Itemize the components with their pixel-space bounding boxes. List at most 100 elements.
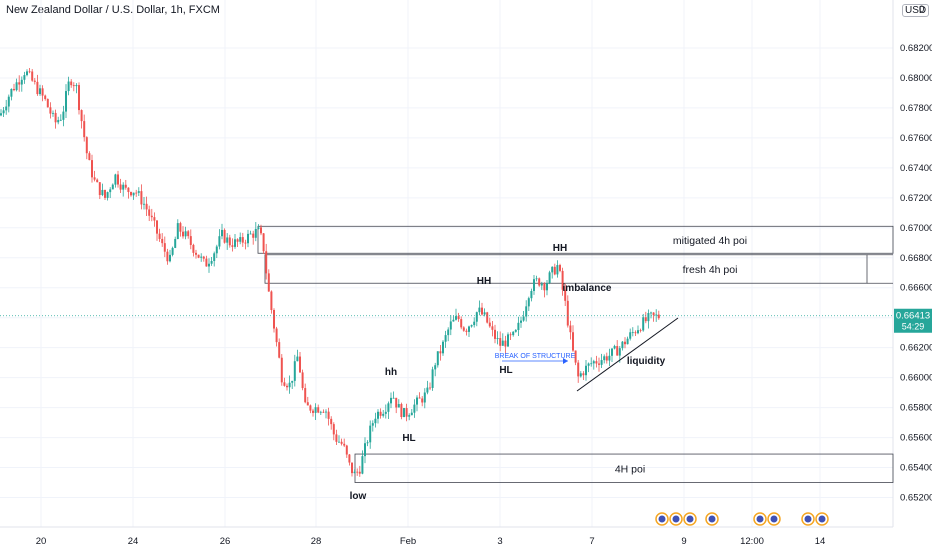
candle-body <box>169 254 171 262</box>
y-tick-label: 0.67000 <box>900 223 932 234</box>
y-tick-label: 0.67800 <box>900 103 932 114</box>
candle-body <box>556 265 559 275</box>
candle-body <box>455 316 457 320</box>
candle-body <box>262 233 265 252</box>
candle-body <box>382 413 385 416</box>
candle-body <box>200 256 203 258</box>
candle-body <box>114 174 117 185</box>
candle-body <box>184 231 187 237</box>
y-tick-label: 0.66800 <box>900 253 932 264</box>
candle-body <box>67 81 70 92</box>
y-tick-label: 0.66600 <box>900 283 932 294</box>
candle-body <box>223 229 226 243</box>
candle-body <box>101 189 104 196</box>
annotation-hh: HH <box>477 276 491 287</box>
candle-body <box>358 471 361 474</box>
candle-body <box>504 340 507 347</box>
candle-body <box>509 334 512 336</box>
x-tick-label: 24 <box>128 536 139 547</box>
candle-body <box>117 174 119 185</box>
candle-body <box>371 423 374 426</box>
candle-body <box>288 382 291 388</box>
candle-body <box>452 319 455 322</box>
x-tick-label: 3 <box>497 536 502 547</box>
candle-body <box>208 263 210 267</box>
candle-body <box>23 75 26 80</box>
candle-body <box>109 189 112 193</box>
candle-body <box>384 411 387 414</box>
candle-body <box>226 237 229 243</box>
y-tick-label-top: 0 <box>919 4 924 15</box>
candle-body <box>652 312 655 316</box>
candle-body <box>158 233 161 239</box>
bos-label: BREAK OF STRUCTURE <box>495 353 576 360</box>
candle-body <box>106 192 109 198</box>
candle-body <box>520 320 522 323</box>
candle-body <box>587 363 590 366</box>
candle-body <box>569 325 572 333</box>
y-tick-label: 0.65400 <box>900 463 932 474</box>
candle-body <box>260 227 262 234</box>
candle-body <box>278 342 281 358</box>
candle-body <box>644 317 647 322</box>
candle-body <box>171 247 174 255</box>
candle-body <box>75 85 78 87</box>
candle-body <box>267 273 270 292</box>
candle-body <box>507 334 509 347</box>
candle-body <box>18 82 21 85</box>
candle-body <box>306 402 309 406</box>
candle-body <box>33 80 36 82</box>
candle-body <box>299 356 301 373</box>
candle-body <box>236 239 239 242</box>
y-tick-label: 0.68200 <box>900 43 932 54</box>
candle-body <box>462 327 465 331</box>
candle-body <box>475 312 478 322</box>
candle-body <box>291 380 294 383</box>
x-tick-label: 9 <box>681 536 686 547</box>
candle-body <box>265 251 268 274</box>
candle-body <box>104 189 106 198</box>
candle-body <box>566 300 569 326</box>
candle-body <box>88 153 91 161</box>
candle-body <box>400 404 403 418</box>
candle-body <box>421 398 424 403</box>
y-tick-label: 0.68000 <box>900 73 932 84</box>
candle-body <box>96 179 99 183</box>
currency-button[interactable]: USD <box>902 4 930 17</box>
candle-body <box>280 357 283 383</box>
candle-body <box>93 177 96 180</box>
candle-body <box>338 441 340 443</box>
annotation-liquidity: liquidity <box>627 356 666 367</box>
candle-body <box>392 397 395 399</box>
candle-body <box>36 81 39 95</box>
candle-body <box>72 85 75 87</box>
candle-body <box>46 99 49 108</box>
candle-body <box>611 348 613 356</box>
candle-body <box>483 312 486 315</box>
candle-body <box>41 88 44 96</box>
candle-body <box>182 231 184 237</box>
candle-body <box>582 373 585 376</box>
candle-body <box>312 410 314 413</box>
candle-body <box>20 79 23 85</box>
candle-body <box>254 228 257 238</box>
y-tick-label: 0.67400 <box>900 163 932 174</box>
candle-body <box>135 192 138 194</box>
candle-body <box>317 407 320 413</box>
candle-body <box>577 362 580 377</box>
candle-body <box>44 95 47 100</box>
candle-body <box>221 229 223 237</box>
candle-body <box>514 330 517 332</box>
candle-body <box>273 310 275 329</box>
poi-zone <box>354 453 894 483</box>
candle-body <box>111 184 114 190</box>
candle-body <box>296 356 299 362</box>
candle-body <box>499 338 502 346</box>
candle-body <box>83 121 86 138</box>
candle-body <box>533 279 535 291</box>
candle-body <box>608 355 611 361</box>
candle-body <box>31 71 34 81</box>
candle-body <box>525 306 528 317</box>
candle-body <box>621 341 624 349</box>
